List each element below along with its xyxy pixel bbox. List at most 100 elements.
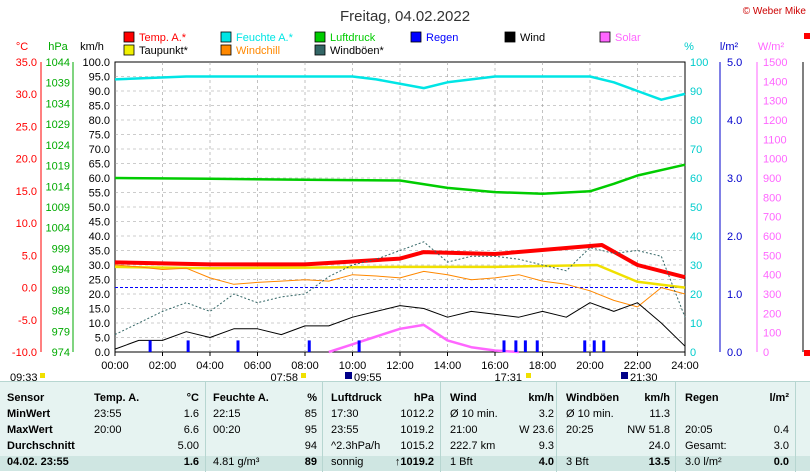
stats-cell: 1 Bft	[450, 456, 473, 468]
stats-cell: 89	[304, 456, 317, 468]
solar-tick: 1400	[763, 76, 787, 88]
pressure-tick: 999	[52, 243, 70, 255]
legend-label: Taupunkt*	[139, 45, 189, 57]
pressure-tick: 974	[52, 347, 70, 359]
legend-item: Taupunkt*	[123, 44, 189, 57]
column-separator	[205, 382, 206, 472]
column-separator	[322, 382, 323, 472]
temp-tick: 0.0	[22, 283, 37, 295]
legend-swatch	[599, 31, 611, 43]
data-series	[114, 75, 686, 354]
x-tick-label: 08:00	[291, 360, 319, 372]
left-axes: 35.0 30.0 25.0 20.0 15.0 10.0 5.0 0.0 -5.0 -10.0 1…	[12, 57, 110, 359]
legend-swatch	[123, 31, 135, 43]
stats-header: Temp. A.	[94, 392, 140, 404]
pressure-tick: 984	[52, 306, 70, 318]
legend: Temp. A.* Feuchte A.* Luftdruck Regen Wind So…	[123, 31, 641, 57]
stats-cell: 13.5	[648, 456, 670, 468]
wind-tick: 55.0	[89, 188, 110, 200]
legend-item: Solar	[599, 31, 641, 44]
stats-cell: 1012.2	[400, 408, 434, 420]
wind-tick: 25.0	[89, 275, 110, 287]
stats-cell: 94	[304, 440, 317, 452]
x-axis: 00:00 02:00 04:00 06:00 08:00 10:00 12:00 14:00…	[101, 352, 699, 372]
pressure-tick: 1039	[46, 78, 70, 90]
stats-row-label: Durchschnitt	[7, 440, 75, 452]
legend-swatch	[123, 44, 135, 56]
wind-tick: 45.0	[89, 217, 110, 229]
weather-chart: Freitag, 04.02.2022 © Weber Mike Temp. A…	[10, 6, 810, 381]
wind-tick: 100.0	[82, 57, 110, 69]
statistics-table: Sensor Temp. A. °C Feuchte A.% Luftdruck hPa W…	[0, 381, 810, 472]
wind-tick: 75.0	[89, 130, 110, 142]
solar-tick: 1500	[763, 57, 787, 69]
rain-bar	[514, 340, 518, 352]
stats-header: Regen	[685, 392, 719, 404]
pressure-tick: 979	[52, 326, 70, 338]
wind-tick: 10.0	[89, 318, 110, 330]
pressure-unit: hPa	[48, 41, 68, 53]
stats-cell: 5.00	[177, 440, 199, 452]
stats-header: Sensor	[7, 392, 45, 404]
wind-tick: 30.0	[89, 260, 110, 272]
column-separator	[556, 382, 557, 472]
solar-tick: 1200	[763, 115, 787, 127]
x-tick-label: 22:00	[624, 360, 652, 372]
sun-times: 09:33 07:58 09:55 17:31 21:30	[10, 372, 658, 381]
stats-cell: 222.7 km	[450, 440, 496, 452]
pressure-tick: 1009	[46, 202, 70, 214]
humidity-tick: 20	[690, 289, 702, 301]
stats-cell: W 23.6	[519, 424, 554, 436]
humidity-tick: 90	[690, 86, 702, 98]
stats-cell: 1019.2	[400, 424, 434, 436]
rain-tick: 1.0	[727, 289, 742, 301]
solar-tick: 300	[763, 289, 781, 301]
pressure-tick: 994	[52, 264, 70, 276]
stats-cell: 1015.2	[400, 440, 434, 452]
day-end-time: 21:30	[630, 372, 658, 381]
rain-bar	[307, 340, 311, 352]
pressure-tick: 1019	[46, 161, 70, 173]
rain-tick: 2.0	[727, 231, 742, 243]
x-tick-label: 12:00	[386, 360, 414, 372]
legend-swatch	[504, 31, 516, 43]
day-end-marker	[621, 372, 628, 379]
x-tick-label: 24:00	[671, 360, 699, 372]
wind-unit: km/h	[80, 41, 104, 53]
series-taupunkt	[114, 263, 686, 289]
stats-cell: 23:55	[94, 408, 122, 420]
humidity-tick: 30	[690, 260, 702, 272]
legend-label: Wind	[520, 32, 545, 44]
legend-item: Windchill	[220, 44, 280, 57]
solar-max-time: 09:55	[354, 372, 382, 381]
pressure-tick: 1014	[46, 181, 70, 193]
rain-tick: 5.0	[727, 57, 742, 69]
stats-cell: sonnig	[331, 456, 364, 468]
stats-row-label: MinWert	[7, 408, 51, 420]
stats-cell: 9.3	[538, 440, 554, 452]
temp-tick: -10.0	[12, 347, 37, 359]
solar-tick: 900	[763, 173, 781, 185]
legend-swatch	[410, 31, 422, 43]
legend-swatch	[220, 31, 232, 43]
stats-header: Feuchte A.	[213, 392, 269, 404]
stats-cell: 0.0	[773, 456, 789, 468]
x-tick-label: 18:00	[529, 360, 557, 372]
rain-bar	[602, 340, 606, 352]
stats-header: hPa	[413, 392, 434, 404]
series-wind	[114, 302, 686, 350]
legend-swatch	[314, 31, 326, 43]
humidity-tick: 50	[690, 202, 702, 214]
rain-bar	[523, 340, 527, 352]
legend-label: Windchill	[236, 45, 280, 57]
stats-header: °C	[186, 392, 199, 404]
wind-tick: 95.0	[89, 72, 110, 84]
rain-bar	[592, 340, 596, 352]
stats-cell: 20:25	[566, 424, 594, 436]
humidity-tick: 80	[690, 115, 702, 127]
chart-title: Freitag, 04.02.2022	[340, 8, 470, 25]
legend-swatch	[314, 44, 326, 56]
solar-tick: 700	[763, 212, 781, 224]
stats-cell: 24.0	[648, 440, 670, 452]
stats-cell: 20:05	[685, 424, 713, 436]
